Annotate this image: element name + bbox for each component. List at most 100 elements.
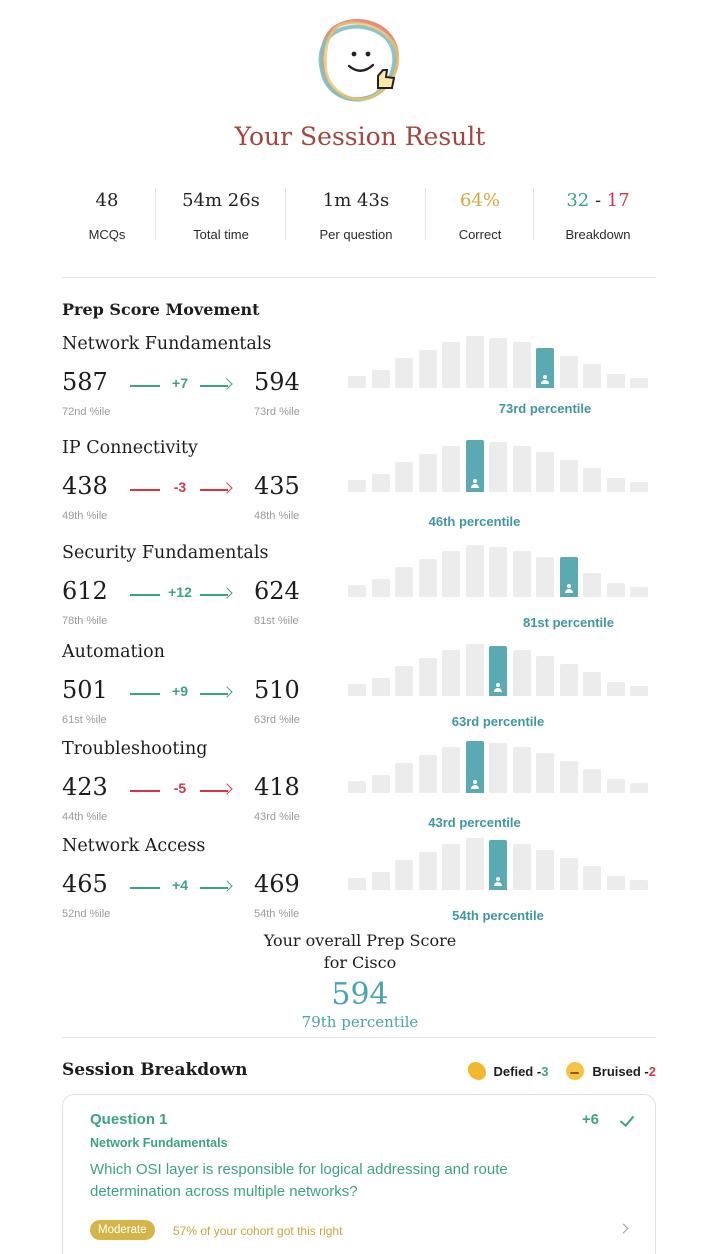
score-after: 435	[254, 472, 300, 500]
histogram-bar	[512, 747, 531, 793]
histogram-bar	[536, 850, 554, 890]
percentile-histogram	[348, 644, 658, 696]
histogram-bar	[348, 480, 366, 492]
histogram-bar	[559, 460, 578, 492]
histogram-bar	[606, 779, 625, 793]
stat-breakdown: 32 - 17 Breakdown	[534, 186, 662, 242]
page-title: Your Session Result	[234, 122, 486, 151]
delta-value: +12	[168, 584, 192, 600]
arrow-line	[200, 790, 228, 792]
arrow-line	[200, 693, 228, 695]
histogram-bar	[606, 374, 625, 388]
stat-label: MCQs	[88, 227, 126, 242]
score-delta: +9	[128, 682, 233, 702]
arrow-right-icon	[221, 880, 233, 892]
stat-label: Per question	[319, 227, 393, 242]
histogram-bar	[465, 336, 484, 388]
topic-name: Troubleshooting	[62, 739, 208, 759]
arrow-line	[200, 887, 228, 889]
defied-count: 3	[541, 1063, 549, 1079]
arrow-line	[130, 385, 160, 387]
histogram-bar	[489, 743, 507, 793]
histogram-bar	[442, 844, 460, 890]
histogram-bar	[395, 860, 413, 890]
percentile-before: 72nd %ile	[62, 406, 111, 418]
histogram-bar	[512, 844, 531, 890]
histogram-bar	[395, 462, 413, 492]
percentile-after: 73rd %ile	[254, 406, 300, 418]
overall-line2: for Cisco	[323, 953, 397, 972]
score-before: 587	[62, 368, 108, 396]
histogram-bar	[512, 551, 531, 597]
histogram-bar	[559, 356, 578, 388]
histogram-bar	[630, 587, 648, 597]
stat-mcqs: 48 MCQs	[58, 186, 156, 242]
histogram-bar	[395, 567, 413, 597]
prep-score-title: Prep Score Movement	[62, 300, 260, 319]
histogram-bar	[348, 684, 366, 696]
percentile-histogram	[348, 336, 658, 388]
histogram-bar	[442, 551, 460, 597]
histogram-bar-you	[489, 840, 507, 890]
arrow-right-icon	[221, 378, 233, 390]
arrow-right-icon	[221, 482, 233, 494]
histogram-bar	[371, 370, 390, 388]
percentile-label: 43rd percentile	[428, 815, 521, 830]
histogram-bar	[465, 545, 484, 597]
question-card[interactable]: Question 1 +6 Network Fundamentals Which…	[62, 1094, 656, 1254]
score-delta: +12	[128, 583, 233, 603]
percentile-histogram	[348, 545, 658, 597]
histogram-bar-you	[489, 646, 507, 696]
arrow-right-icon	[221, 783, 233, 795]
session-breakdown-title: Session Breakdown	[62, 1060, 248, 1080]
delta-value: +9	[172, 683, 188, 699]
arrow-line	[130, 693, 160, 695]
histogram-bar	[512, 650, 531, 696]
percentile-after: 81st %ile	[254, 615, 299, 627]
score-before: 612	[62, 577, 108, 605]
percentile-before: 49th %ile	[62, 510, 108, 522]
arrow-line	[200, 489, 228, 491]
overall-percentile: 79th percentile	[301, 1013, 419, 1031]
histogram-bar	[418, 755, 437, 793]
cohort-stat: 57% of your cohort got this right	[173, 1224, 343, 1238]
overall-score: 594	[331, 977, 389, 1012]
percentile-after: 54th %ile	[254, 908, 300, 920]
stat-total-time: 54m 26s Total time	[156, 186, 286, 242]
histogram-bar	[583, 769, 601, 793]
histogram-bar	[489, 338, 507, 388]
histogram-bar	[512, 342, 531, 388]
flexed-biceps-icon	[467, 1062, 486, 1080]
histogram-bar	[348, 781, 366, 793]
defied-label: Defied -	[493, 1063, 542, 1079]
histogram-bar-you	[465, 741, 484, 793]
breakdown-tags: Defied - 3 Bruised - 2	[467, 1062, 656, 1080]
histogram-bar	[630, 880, 648, 890]
stat-label: Correct	[458, 227, 502, 242]
stat-value: 32 - 17	[534, 189, 662, 213]
prep-score-row: Network Fundamentals 587 +7 594 72nd %ile 73r…	[62, 334, 662, 426]
histogram-bar	[371, 775, 390, 793]
overall-prep-score: Your overall Prep Score for Cisco 594 79…	[0, 930, 720, 1032]
score-delta: -5	[128, 779, 233, 799]
percentile-histogram	[348, 440, 658, 492]
divider	[62, 1037, 656, 1038]
histogram-bar	[418, 350, 437, 388]
chevron-right-icon[interactable]	[618, 1223, 629, 1234]
histogram-bar	[630, 783, 648, 793]
histogram-bar	[489, 547, 507, 597]
percentile-label: 54th percentile	[452, 908, 544, 923]
percentile-histogram	[348, 741, 658, 793]
histogram-bar	[606, 583, 625, 597]
score-after: 418	[254, 773, 300, 801]
prep-score-row: Security Fundamentals 612 +12 624 78th %ile 8…	[62, 543, 662, 635]
score-delta: +4	[128, 876, 233, 896]
score-before: 438	[62, 472, 108, 500]
histogram-bar	[630, 482, 648, 492]
stat-label: Breakdown	[565, 227, 631, 242]
histogram-bar	[630, 686, 648, 696]
histogram-bar	[442, 747, 460, 793]
prep-score-row: Troubleshooting 423 -5 418 44th %ile 43rd %il…	[62, 739, 662, 831]
histogram-bar	[536, 753, 554, 793]
